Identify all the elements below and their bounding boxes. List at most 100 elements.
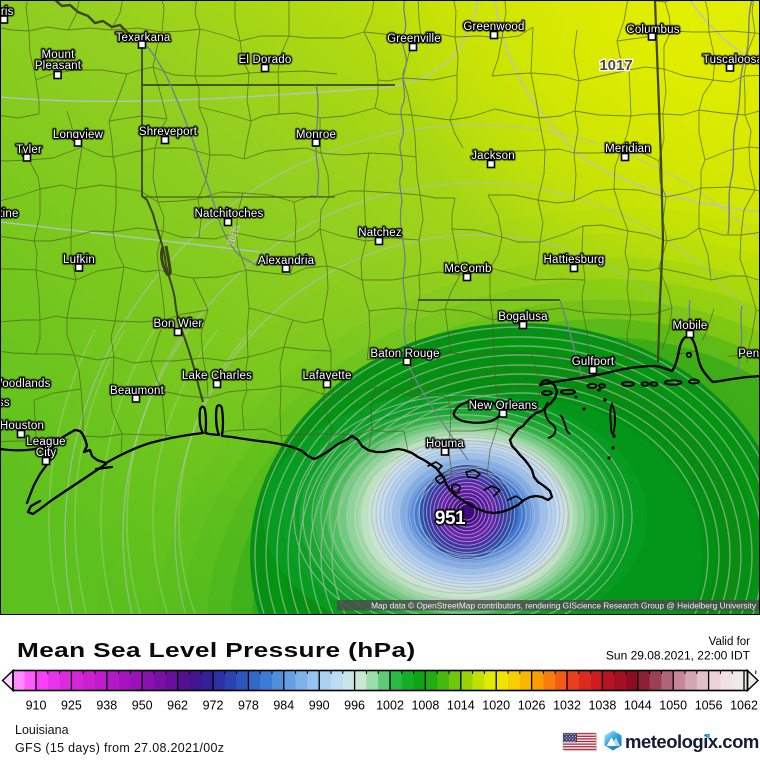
svg-text:Houma: Houma [426,438,464,450]
svg-text:Shreveport: Shreveport [139,126,198,138]
svg-text:Pensacola: Pensacola [738,348,760,360]
svg-text:GFS (15 days) from 27.08.2021/: GFS (15 days) from 27.08.2021/00z [15,741,224,755]
svg-text:Bon Wier: Bon Wier [154,318,203,330]
svg-text:Natchitoches: Natchitoches [195,208,264,220]
svg-text:996: 996 [344,699,365,713]
svg-text:Tuscaloosa: Tuscaloosa [703,54,760,66]
svg-text:Gulfport: Gulfport [572,356,615,368]
svg-text:1017: 1017 [599,57,632,74]
svg-text:Valid for: Valid for [709,636,751,648]
svg-text:Lake Charles: Lake Charles [182,370,252,382]
svg-text:Houston: Houston [0,420,44,432]
svg-text:Cypress: Cypress [0,397,10,409]
svg-text:Hattiesburg: Hattiesburg [543,254,604,266]
svg-text:Map data © OpenStreetMap contr: Map data © OpenStreetMap contributors, r… [371,600,757,610]
svg-text:Pensacola: Pensacola [738,348,760,360]
svg-text:Columbus: Columbus [626,24,679,36]
svg-text:meteologix.com: meteologix.com [625,731,759,752]
svg-text:El Dorado: El Dorado [239,54,292,66]
svg-text:Bon Wier: Bon Wier [154,318,203,330]
svg-text:Lake Charles: Lake Charles [182,370,252,382]
svg-text:El Dorado: El Dorado [239,54,292,66]
svg-text:Mount: Mount [42,49,76,61]
svg-text:Alexandria: Alexandria [258,255,315,267]
svg-text:Tyler: Tyler [16,144,42,156]
svg-text:Monroe: Monroe [296,129,336,141]
svg-text:Cypress: Cypress [0,397,10,409]
svg-text:Baton Rouge: Baton Rouge [370,348,439,360]
svg-text:Bogalusa: Bogalusa [498,311,548,323]
svg-text:Longview: Longview [53,129,104,141]
svg-text:City: City [36,447,57,459]
svg-text:Longview: Longview [53,129,104,141]
svg-text:McComb: McComb [444,263,491,275]
svg-text:League: League [26,436,66,448]
svg-text:Greenville: Greenville [387,33,441,45]
svg-text:Monroe: Monroe [296,129,336,141]
svg-text:Tyler: Tyler [16,144,42,156]
svg-text:Hattiesburg: Hattiesburg [543,254,604,266]
svg-text:Lafayette: Lafayette [302,370,351,382]
svg-text:1032: 1032 [553,699,581,713]
svg-text:Houston: Houston [0,420,44,432]
svg-text:1020: 1020 [482,699,510,713]
svg-text:Sun 29.08.2021, 22:00 IDT: Sun 29.08.2021, 22:00 IDT [606,649,751,663]
svg-text:Jackson: Jackson [471,150,515,162]
svg-text:Gulfport: Gulfport [572,356,615,368]
svg-text:1014: 1014 [447,699,475,713]
svg-text:1008: 1008 [411,699,439,713]
svg-text:910: 910 [26,699,47,713]
svg-text:Houma: Houma [426,438,464,450]
svg-text:951: 951 [435,508,466,529]
svg-text:Natchez: Natchez [358,227,402,239]
svg-text:Columbus: Columbus [626,24,679,36]
svg-text:Tuscaloosa: Tuscaloosa [703,54,760,66]
svg-text:Greenville: Greenville [387,33,441,45]
svg-text:Beaumont: Beaumont [110,385,165,397]
svg-text:Jackson: Jackson [471,150,515,162]
svg-text:Louisiana: Louisiana [15,723,69,737]
svg-text:Palestine: Palestine [0,208,19,220]
svg-text:Greenwood: Greenwood [463,21,524,33]
svg-text:Texarkana: Texarkana [116,32,171,44]
svg-text:Beaumont: Beaumont [110,385,165,397]
svg-text:1002: 1002 [376,699,404,713]
svg-text:1026: 1026 [518,699,546,713]
svg-text:1056: 1056 [695,699,723,713]
svg-text:938: 938 [96,699,117,713]
svg-text:Mount: Mount [42,49,76,61]
svg-text:Mobile: Mobile [672,320,707,332]
svg-text:1044: 1044 [624,699,652,713]
svg-text:925: 925 [61,699,82,713]
svg-text:Pleasant: Pleasant [35,60,82,72]
svg-text:Lafayette: Lafayette [302,370,351,382]
svg-text:Baton Rouge: Baton Rouge [370,348,439,360]
svg-text:Natchez: Natchez [358,227,402,239]
svg-text:1050: 1050 [659,699,687,713]
svg-text:951: 951 [435,508,466,529]
svg-text:Woodlands: Woodlands [0,378,51,390]
svg-text:Lufkin: Lufkin [63,254,95,266]
svg-text:Paris: Paris [0,6,14,18]
svg-text:Texarkana: Texarkana [116,32,171,44]
svg-text:972: 972 [203,699,224,713]
svg-text:1062: 1062 [730,699,758,713]
svg-text:Bogalusa: Bogalusa [498,311,548,323]
svg-text:984: 984 [273,699,294,713]
svg-text:Alexandria: Alexandria [258,255,315,267]
svg-text:Meridian: Meridian [605,143,651,155]
svg-text:City: City [36,447,57,459]
svg-text:Natchitoches: Natchitoches [195,208,264,220]
svg-text:League: League [26,436,66,448]
svg-text:New Orleans: New Orleans [469,400,538,412]
svg-text:Palestine: Palestine [0,208,19,220]
svg-text:McComb: McComb [444,263,491,275]
svg-text:Mobile: Mobile [672,320,707,332]
svg-text:950: 950 [132,699,153,713]
svg-text:1038: 1038 [588,699,616,713]
svg-text:Mean Sea Level Pressure (hPa): Mean Sea Level Pressure (hPa) [17,639,416,661]
svg-text:New Orleans: New Orleans [469,400,538,412]
svg-text:Pleasant: Pleasant [35,60,82,72]
svg-text:Greenwood: Greenwood [463,21,524,33]
svg-text:962: 962 [167,699,188,713]
